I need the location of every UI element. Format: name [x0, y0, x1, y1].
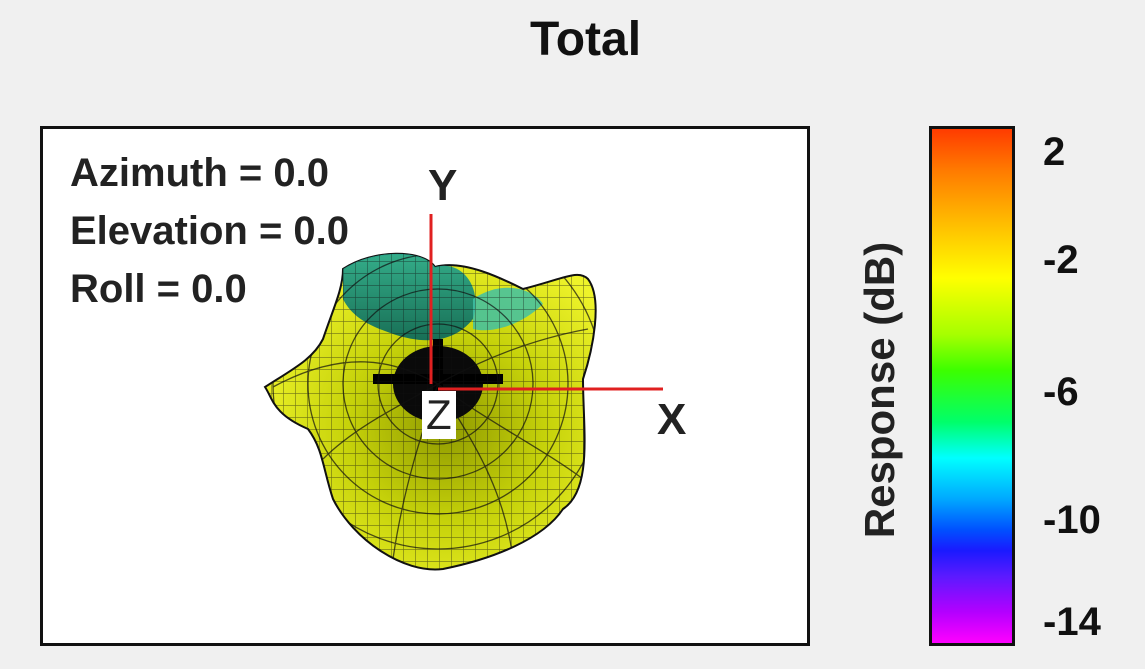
z-axis-label: Z: [422, 391, 456, 439]
plot-title: Total: [529, 13, 642, 66]
colorbar-title: Response (dB): [856, 241, 903, 539]
azimuth-label: Azimuth = 0.0: [70, 151, 329, 195]
y-axis-label: Y: [428, 161, 458, 210]
x-axis-label: X: [657, 395, 687, 444]
colorbar: [929, 126, 1015, 646]
radiation-pattern-3d: [263, 214, 663, 571]
colorbar-tick-minus10: -10: [1043, 498, 1101, 542]
elevation-label: Elevation = 0.0: [70, 209, 350, 253]
pattern-plot-area[interactable]: Azimuth = 0.0 Elevation = 0.0 Roll = 0.0…: [40, 126, 810, 646]
colorbar-tick-2: 2: [1043, 130, 1066, 174]
roll-label: Roll = 0.0: [70, 267, 247, 311]
colorbar-tick-minus2: -2: [1043, 238, 1079, 282]
colorbar-tick-minus6: -6: [1043, 370, 1079, 414]
colorbar-tick-minus14: -14: [1043, 600, 1101, 644]
